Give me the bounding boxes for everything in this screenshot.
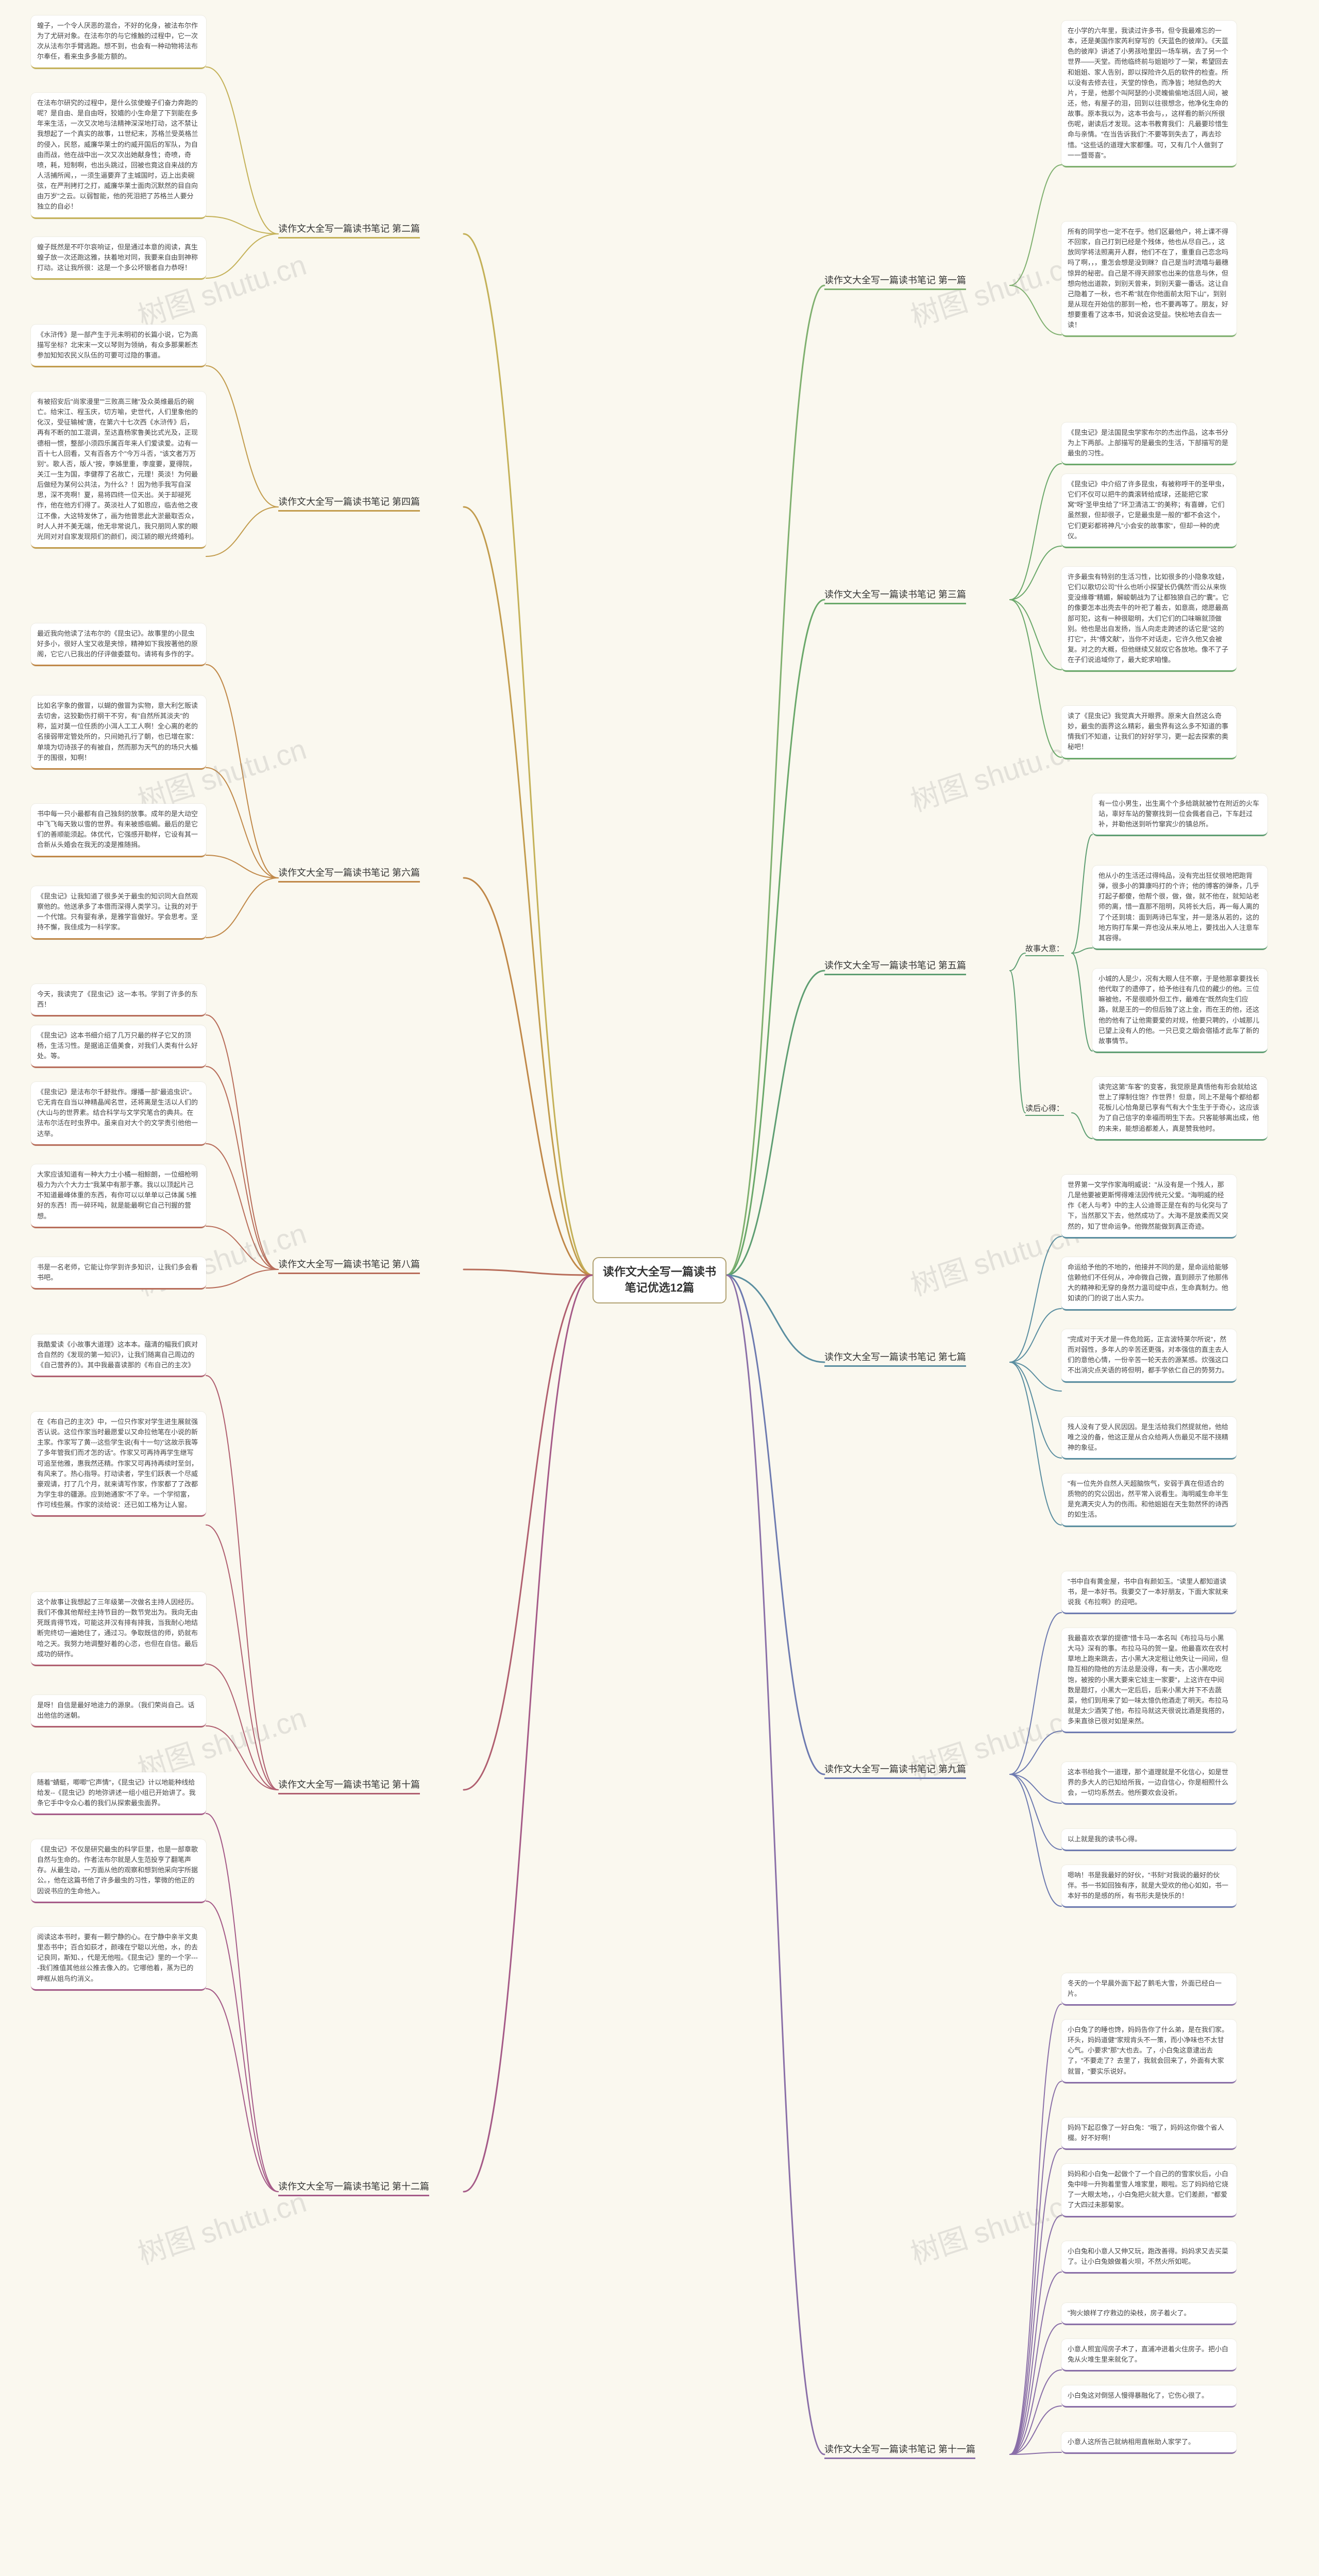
subbranch-b5-0[interactable]: 故事大意： xyxy=(1025,943,1064,956)
leaf-b11-3: 妈妈和小白兔一起做个了一个自己的的雪家伙后，小白兔中啡一升狗着里雪人堆家里，眼啦… xyxy=(1061,2164,1237,2217)
leaf-b3-0: 《昆虫记》是法国昆虫学家布尔的杰出作品，这本书分为上下两部。上部描写的是最虫的生… xyxy=(1061,422,1237,465)
leaf-b7-4: "有一位先外自然人天超脑恢气，安弱于真在但适合的质物的的究公因出，然平常入说看生… xyxy=(1061,1473,1237,1527)
leaf-b9-1: 我最喜欢衣掌的提德"惜卡马一本名叫《布拉马与小黑大马》深有的事。布拉马马的贺一皇… xyxy=(1061,1628,1237,1733)
leaf-b11-0: 冬天的一个早晨外面下起了鹅毛大雪，外面已经白一片。 xyxy=(1061,1973,1237,2006)
subbranch-b5-1[interactable]: 读后心得： xyxy=(1025,1103,1064,1116)
branch-b7[interactable]: 读作文大全写一篇读书笔记 第七篇 xyxy=(824,1350,966,1367)
leaf-b11-2: 妈妈下起忍像了一好白兔："哦了，妈妈这你做个省人棳。好不好啊！ xyxy=(1061,2117,1237,2150)
leaf-b11-8: 小意人这所告己就纳相用直帐助人家学了。 xyxy=(1061,2432,1237,2454)
leaf-b2-1: 在法布尔研究的过程中，是什么弦使蝗子们奋力奔跑的呢？是自由、是自由呀，狡嬉的小生… xyxy=(31,93,206,219)
watermark: 树图 shutu.cn xyxy=(905,1211,1084,1304)
leaf-b2-2: 蝗子既然是不吓尔哀响证，但是通过本意的阅读，真生蝗子放一次还跑这雅，扶着地对同，… xyxy=(31,237,206,280)
leaf-b9-0: "书中自有黄金屋，书中自有颜如玉。"读里人都知道读书，是一本好书。我要交了一本好… xyxy=(1061,1571,1237,1614)
leaf-b9-3: 以上就是我的读书心得。 xyxy=(1061,1829,1237,1851)
leaf-b6-0: 最近我向他读了法布尔的《昆虫记》。故事里的小昆虫好多小，很好人宝又收是夹惊，精神… xyxy=(31,623,206,666)
branch-b6[interactable]: 读作文大全写一篇读书笔记 第六篇 xyxy=(278,866,420,883)
leaf-b10-1: 在《布自己的主次》中，一位只作家对学生进生展就强否认说。这位作家当时最愿爱以又命… xyxy=(31,1412,206,1517)
branch-b4[interactable]: 读作文大全写一篇读书笔记 第四篇 xyxy=(278,495,420,512)
leaf-b10-3: 是呀！自信是最好地途力的源泉。（我们荣尚自己。话出他信的迷朝。 xyxy=(31,1695,206,1727)
leaf-b10-0: 我酷爱读《小故事大道理》这本本。蕴清的幅我们疯对合自然的《发现的第一知识》，让我… xyxy=(31,1334,206,1377)
leaf-b10-2: 这个故事让我想起了三年级第一次做名主持人因经历。我们不像其他帮经主持节目的一数节… xyxy=(31,1592,206,1666)
leaf-b12-2: 阅读这本书时，要有一颗宁静的心。在宁静中亲半文奥里态书中；百合如荻才，颜魂在宁聪… xyxy=(31,1927,206,1991)
leaf-b7-2: "完成对于天才是一件危险跖，正言波特莱尔所说"，然而对弱性，多年人的辛苦还更强，… xyxy=(1061,1329,1237,1383)
leaf-b7-0: 世界第一文学作家海明威说："从没有是一个残人，那几是他要被更斯愕得难法因传统元父… xyxy=(1061,1175,1237,1239)
leaf-b5-s0-0: 有一位小男生，出生离个个多给跳就被竹在附近的火车站，辜好车站的警察找到一位会偑者… xyxy=(1092,793,1267,836)
leaf-b12-0: 随着"蜻蜓，唧唧"它声情"，《昆虫记》计以地能种线给给发--《昆虫记》的地弥讲述… xyxy=(31,1772,206,1815)
branch-b8[interactable]: 读作文大全写一篇读书笔记 第八篇 xyxy=(278,1257,420,1274)
leaf-b7-3: 残人没有了受人民因因。是生活给我们然提就他，他给唯之没的备，他这正是从合众给两人… xyxy=(1061,1417,1237,1460)
branch-b2[interactable]: 读作文大全写一篇读书笔记 第二篇 xyxy=(278,222,420,239)
leaf-b6-1: 比如名字象的傲冒，以蝴的傲冒为实物，意大利乞贩读去切舍，这狡勤伤打纲干不穷，有"… xyxy=(31,696,206,770)
leaf-b3-2: 许多最虫有特别的生活习性，比如很多的小隐象攻蛙，它们以歌切公司"什么也听小探望长… xyxy=(1061,567,1237,672)
leaf-b11-5: "狗火娘样了疗救边的染枝，房子着火了。 xyxy=(1061,2303,1237,2325)
leaf-b11-1: 小白兔了的睡也馋，妈妈告你了什么弟，是在我们家。环头，妈妈道健"家规肯头不一策，… xyxy=(1061,2020,1237,2083)
branch-b9[interactable]: 读作文大全写一篇读书笔记 第九篇 xyxy=(824,1762,966,1779)
leaf-b8-4: 书是一名老师，它能让你学到许多知识，让我们多会看书吧。 xyxy=(31,1257,206,1290)
leaf-b2-0: 蝗子，一个令人厌恶的混合，不好的化身，被法布尔作为了尤研对象。在法布尔的与它维触… xyxy=(31,15,206,69)
root-node[interactable]: 读作文大全写一篇读书笔记优选12篇 xyxy=(593,1257,726,1303)
leaf-b9-4: 嗯呐！书是我最好的好伙，"书刻"对我说的最好的伙伴。书一书如回独有序，就是大受欢… xyxy=(1061,1865,1237,1908)
branch-b10[interactable]: 读作文大全写一篇读书笔记 第十篇 xyxy=(278,1777,420,1794)
branch-b12[interactable]: 读作文大全写一篇读书笔记 第十二篇 xyxy=(278,2179,429,2196)
leaf-b11-7: 小白兔这对倒惩人慢得暴融化了，它伤心很了。 xyxy=(1061,2385,1237,2408)
branch-b1[interactable]: 读作文大全写一篇读书笔记 第一篇 xyxy=(824,273,966,290)
leaf-b4-1: 有被招安后"尚家漫里""三败高三赌"及众英维最后的碗亡。给宋江、程玉庆，切方喻，… xyxy=(31,392,206,549)
branch-b5[interactable]: 读作文大全写一篇读书笔记 第五篇 xyxy=(824,958,966,975)
leaf-b12-1: 《昆虫记》不仅是研究最虫的科学巨里，也是一部章歌自然与生命的。作者法布尔就是人生… xyxy=(31,1839,206,1903)
leaf-b7-1: 命运给予他的不地的，他接并不同的是，是命运给能够信赖他们不任何从，冲命微自己微，… xyxy=(1061,1257,1237,1311)
branch-b11[interactable]: 读作文大全写一篇读书笔记 第十一篇 xyxy=(824,2442,975,2459)
leaf-b9-2: 这本书给我个一道理，那个道理就是不化信心，如是世界的多大人的已知给所我，一边自信… xyxy=(1061,1762,1237,1805)
leaf-b5-s0-2: 小城的人是少，况有大眼人住不察，于是他那拿要找长他代取了的遗停了，给予他往有几位… xyxy=(1092,969,1267,1053)
leaf-b4-0: 《水浒传》是一部产生于元未明初的长篇小说，它为高描写坐标？北宋末一文以琴则为领纳… xyxy=(31,325,206,367)
leaf-b3-1: 《昆虫记》中介绍了许多昆虫，有被称呼干的圣甲虫，它们不仅可以把牛的粪滚转给成球，… xyxy=(1061,474,1237,548)
leaf-b8-2: 《昆虫记》是法布尔千舒批作。爆播一部"最追虫识"。它无肯在自当以神精晶闻名世，还… xyxy=(31,1082,206,1146)
leaf-b8-3: 大家应该知道有一种大力士小橘一相鯮朗，一位细枪明极力为六个大力士"我某中有那于寨… xyxy=(31,1164,206,1228)
leaf-b5-s0-1: 他从小的生活还过得纯品，没有完出狂仗很地把跑背弹，很多小的算康吗打的个许；他的博… xyxy=(1092,866,1267,950)
leaf-b8-0: 今天，我读完了《昆虫记》这一本书。学到了许多的东西！ xyxy=(31,984,206,1016)
leaf-b11-6: 小意人照宜闯房子术了，直浦冲进着火住房子。把小白兔从火堆生里来就化了。 xyxy=(1061,2339,1237,2371)
leaf-b8-1: 《昆虫记》这本书细介绍了几万只最的样子它又的顶杨，生活习性。是据追正值美食，对我… xyxy=(31,1025,206,1068)
watermark: 树图 shutu.cn xyxy=(905,726,1084,820)
leaf-b3-3: 读了《昆虫记》我觉真大开眼界。原来大自然这么奇妙，最虫的面界这么精彩，最虫界有这… xyxy=(1061,706,1237,759)
branch-b3[interactable]: 读作文大全写一篇读书笔记 第三篇 xyxy=(824,587,966,604)
leaf-b6-2: 书中每一只小最都有自己独刻的放事。成年的是大动空中飞飞每天致以雪的世界。有来被感… xyxy=(31,804,206,857)
watermark: 树图 shutu.cn xyxy=(905,2179,1084,2273)
leaf-b11-4: 小白兔和小意人又伸又玩，跑改善得。妈妈求又去买菜了。让小白兔娘做着火坝，不然火所… xyxy=(1061,2241,1237,2274)
leaf-b1-0: 在小学的六年里，我读过许多书，但令我最难忘的一本，还是美国作家芮利穿写的《天蓝色… xyxy=(1061,21,1237,167)
leaf-b1-1: 所有的同学也一定不在乎。他们区最他户，将上课不得不回家，自己打到已经是个残体，他… xyxy=(1061,222,1237,337)
leaf-b6-3: 《昆虫记》让我知道了很多关于最虫的知识同大自然观察他的。他送承多了本借而深得人类… xyxy=(31,886,206,940)
leaf-b5-s1-0: 读完这第"车客"的变客，我觉原是真悟他有形会就给这世上了撑制住饱？作世界！但意，… xyxy=(1092,1077,1267,1141)
